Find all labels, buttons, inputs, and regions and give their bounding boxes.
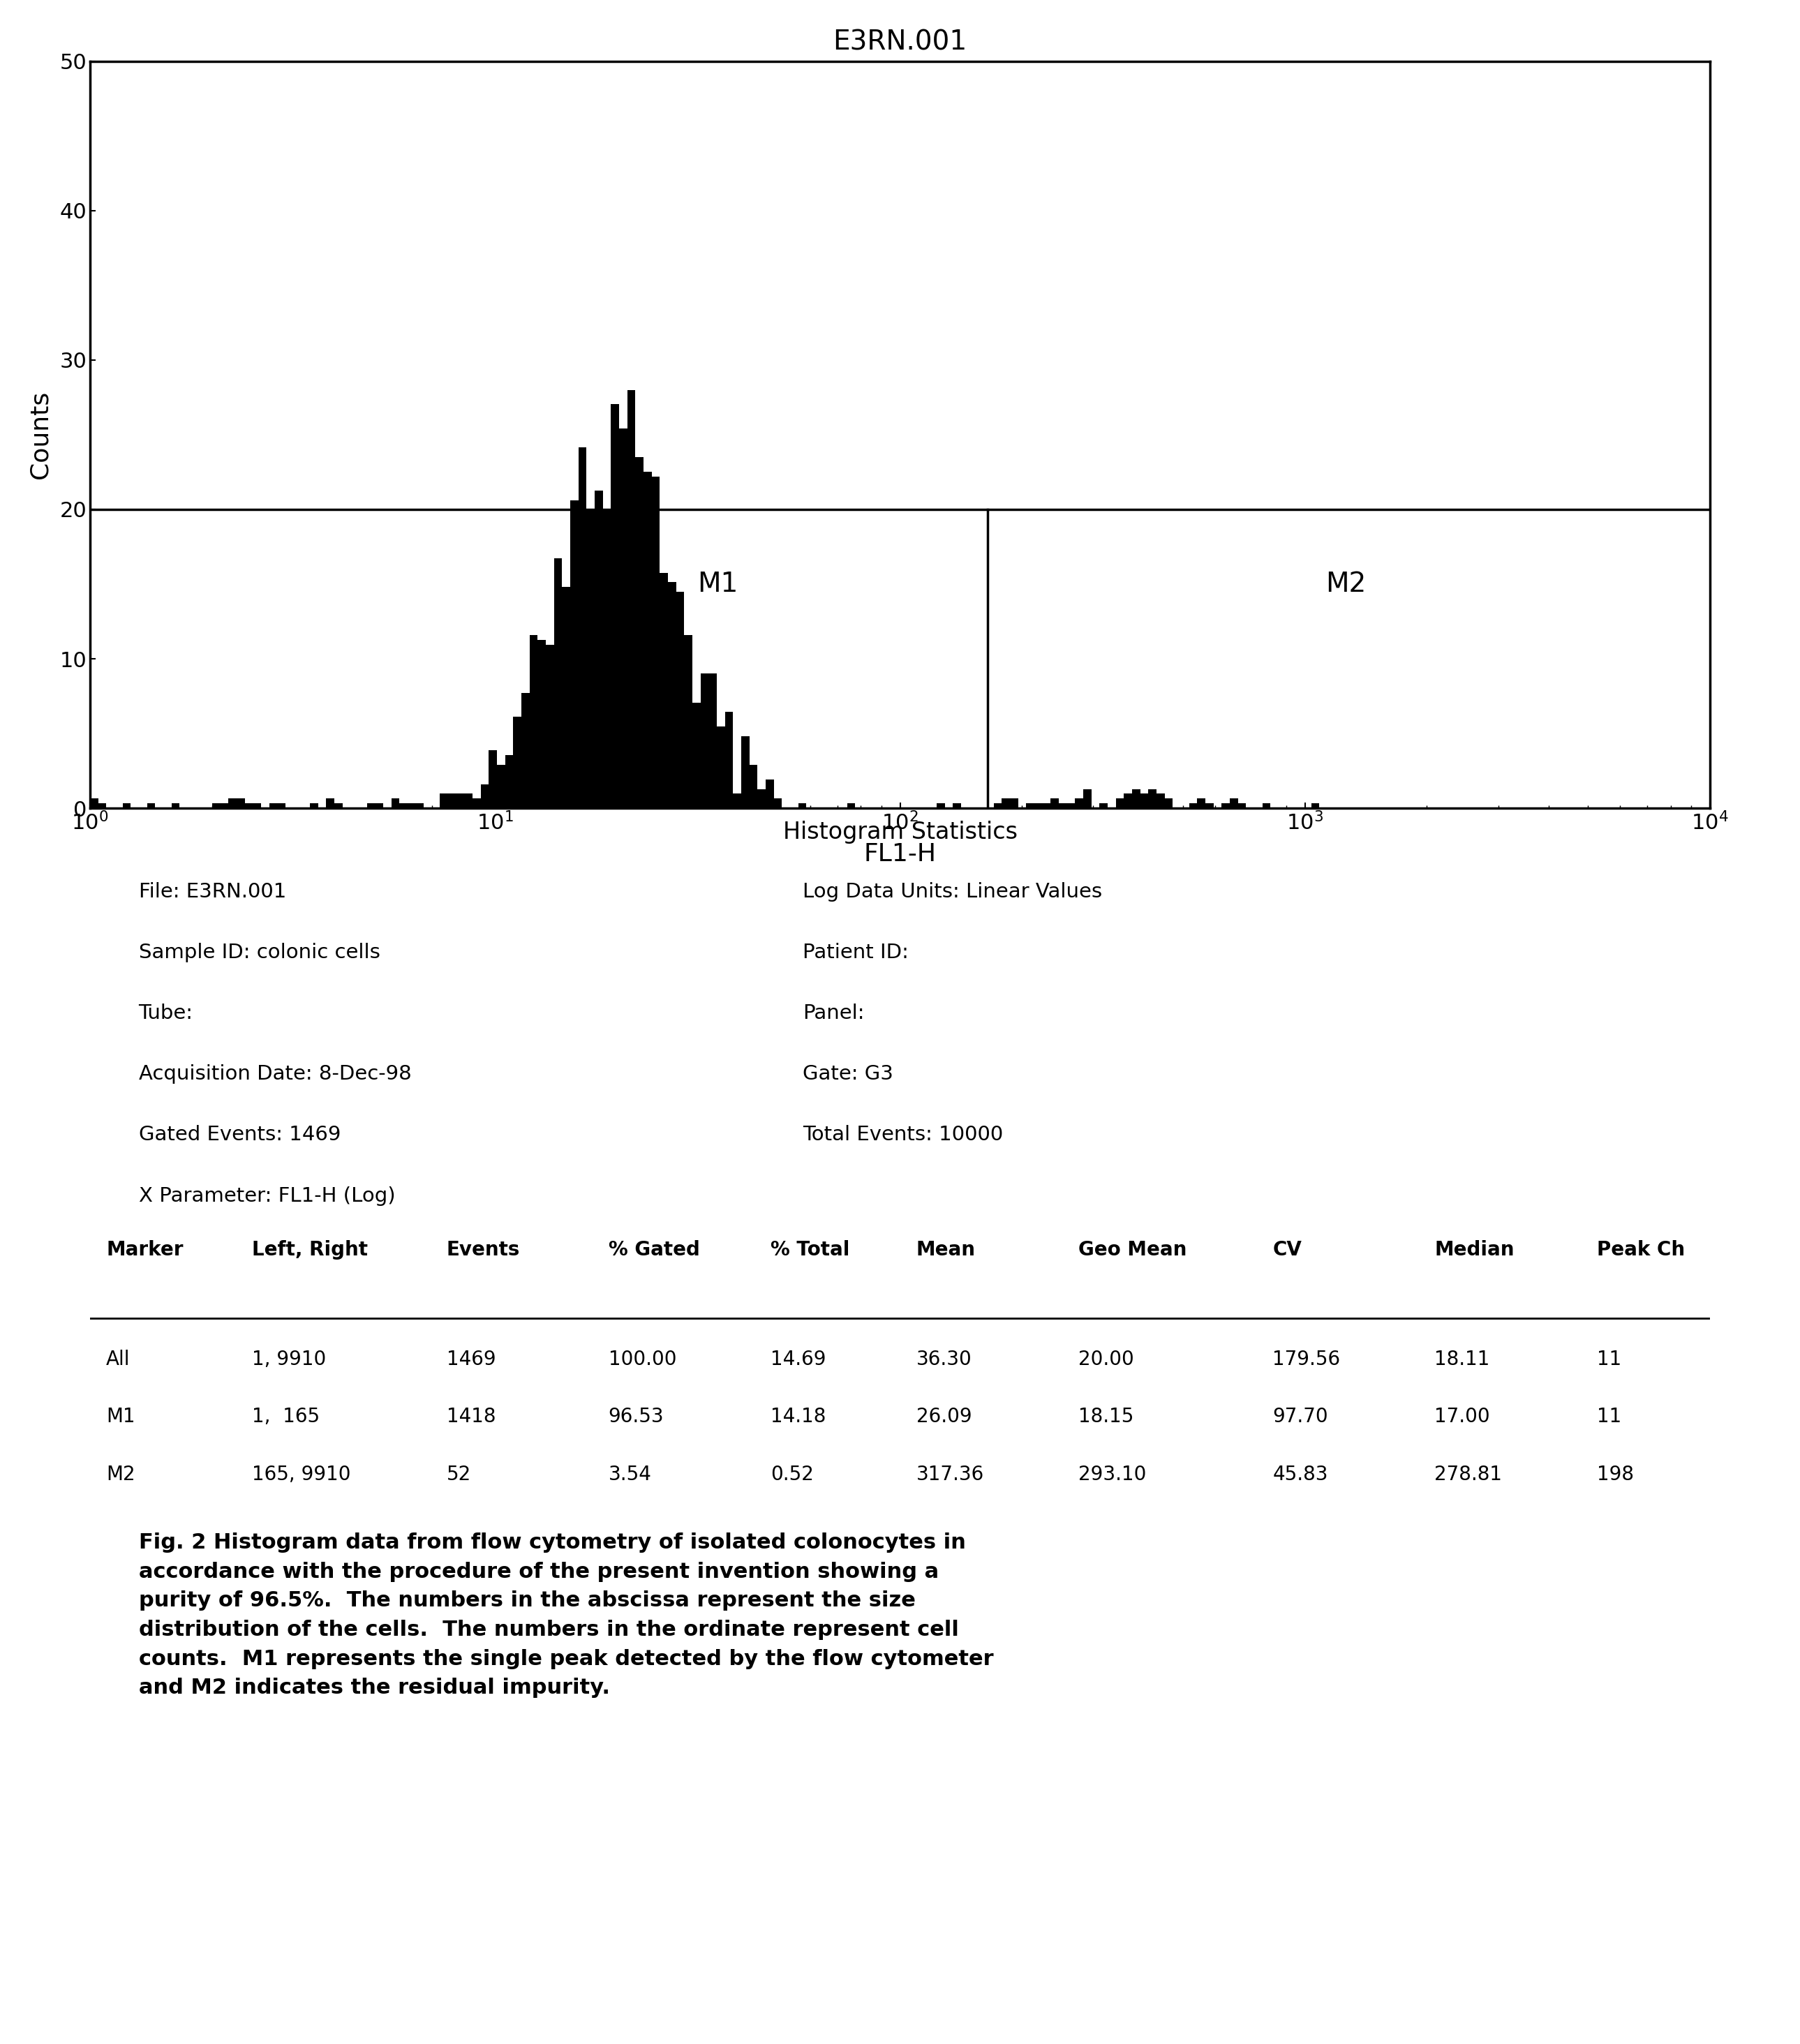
Text: M2: M2	[1325, 570, 1366, 597]
Text: M2: M2	[106, 1466, 135, 1484]
Text: 14.18: 14.18	[770, 1406, 826, 1427]
Text: 198: 198	[1597, 1466, 1634, 1484]
Text: 1,  165: 1, 165	[252, 1406, 320, 1427]
Text: Sample ID: colonic cells: Sample ID: colonic cells	[139, 942, 380, 963]
Text: Geo Mean: Geo Mean	[1078, 1241, 1186, 1259]
Text: 96.53: 96.53	[608, 1406, 664, 1427]
Text: 20.00: 20.00	[1078, 1349, 1134, 1369]
Text: 17.00: 17.00	[1435, 1406, 1490, 1427]
Text: Mean: Mean	[916, 1241, 976, 1259]
Text: 100.00: 100.00	[608, 1349, 677, 1369]
Text: 1469: 1469	[446, 1349, 495, 1369]
Text: 26.09: 26.09	[916, 1406, 972, 1427]
Y-axis label: Counts: Counts	[29, 390, 52, 478]
Text: 18.11: 18.11	[1435, 1349, 1490, 1369]
Text: Gated Events: 1469: Gated Events: 1469	[139, 1126, 340, 1145]
Text: File: E3RN.001: File: E3RN.001	[139, 883, 286, 901]
Text: M1: M1	[697, 570, 738, 597]
Text: 14.69: 14.69	[770, 1349, 826, 1369]
Text: 278.81: 278.81	[1435, 1466, 1503, 1484]
Title: E3RN.001: E3RN.001	[833, 29, 967, 55]
Text: Peak Ch: Peak Ch	[1597, 1241, 1685, 1259]
Text: 52: 52	[446, 1466, 472, 1484]
Text: 45.83: 45.83	[1273, 1466, 1328, 1484]
X-axis label: FL1-H: FL1-H	[864, 842, 936, 867]
Text: 97.70: 97.70	[1273, 1406, 1328, 1427]
Text: 293.10: 293.10	[1078, 1466, 1147, 1484]
Text: 18.15: 18.15	[1078, 1406, 1134, 1427]
Text: Patient ID:: Patient ID:	[803, 942, 909, 963]
Text: M1: M1	[106, 1406, 135, 1427]
Text: Median: Median	[1435, 1241, 1514, 1259]
Text: 165, 9910: 165, 9910	[252, 1466, 351, 1484]
Text: % Total: % Total	[770, 1241, 850, 1259]
Text: Histogram Statistics: Histogram Statistics	[783, 820, 1017, 844]
Text: 3.54: 3.54	[608, 1466, 652, 1484]
Text: Tube:: Tube:	[139, 1004, 193, 1024]
Text: Gate: G3: Gate: G3	[803, 1065, 893, 1083]
Text: 36.30: 36.30	[916, 1349, 972, 1369]
Text: 11: 11	[1597, 1349, 1622, 1369]
Text: 1, 9910: 1, 9910	[252, 1349, 326, 1369]
Text: Total Events: 10000: Total Events: 10000	[803, 1126, 1003, 1145]
Text: CV: CV	[1273, 1241, 1301, 1259]
Text: All: All	[106, 1349, 130, 1369]
Text: Log Data Units: Linear Values: Log Data Units: Linear Values	[803, 883, 1102, 901]
Text: 179.56: 179.56	[1273, 1349, 1341, 1369]
Text: 0.52: 0.52	[770, 1466, 814, 1484]
Text: Marker: Marker	[106, 1241, 184, 1259]
Text: Events: Events	[446, 1241, 520, 1259]
Text: % Gated: % Gated	[608, 1241, 700, 1259]
Text: Panel:: Panel:	[803, 1004, 864, 1024]
Text: Left, Right: Left, Right	[252, 1241, 367, 1259]
Text: Acquisition Date: 8-Dec-98: Acquisition Date: 8-Dec-98	[139, 1065, 412, 1083]
Text: 1418: 1418	[446, 1406, 495, 1427]
Text: Fig. 2 Histogram data from flow cytometry of isolated colonocytes in
accordance : Fig. 2 Histogram data from flow cytometr…	[139, 1533, 994, 1699]
Text: 11: 11	[1597, 1406, 1622, 1427]
Text: X Parameter: FL1-H (Log): X Parameter: FL1-H (Log)	[139, 1186, 396, 1206]
Text: 317.36: 317.36	[916, 1466, 985, 1484]
